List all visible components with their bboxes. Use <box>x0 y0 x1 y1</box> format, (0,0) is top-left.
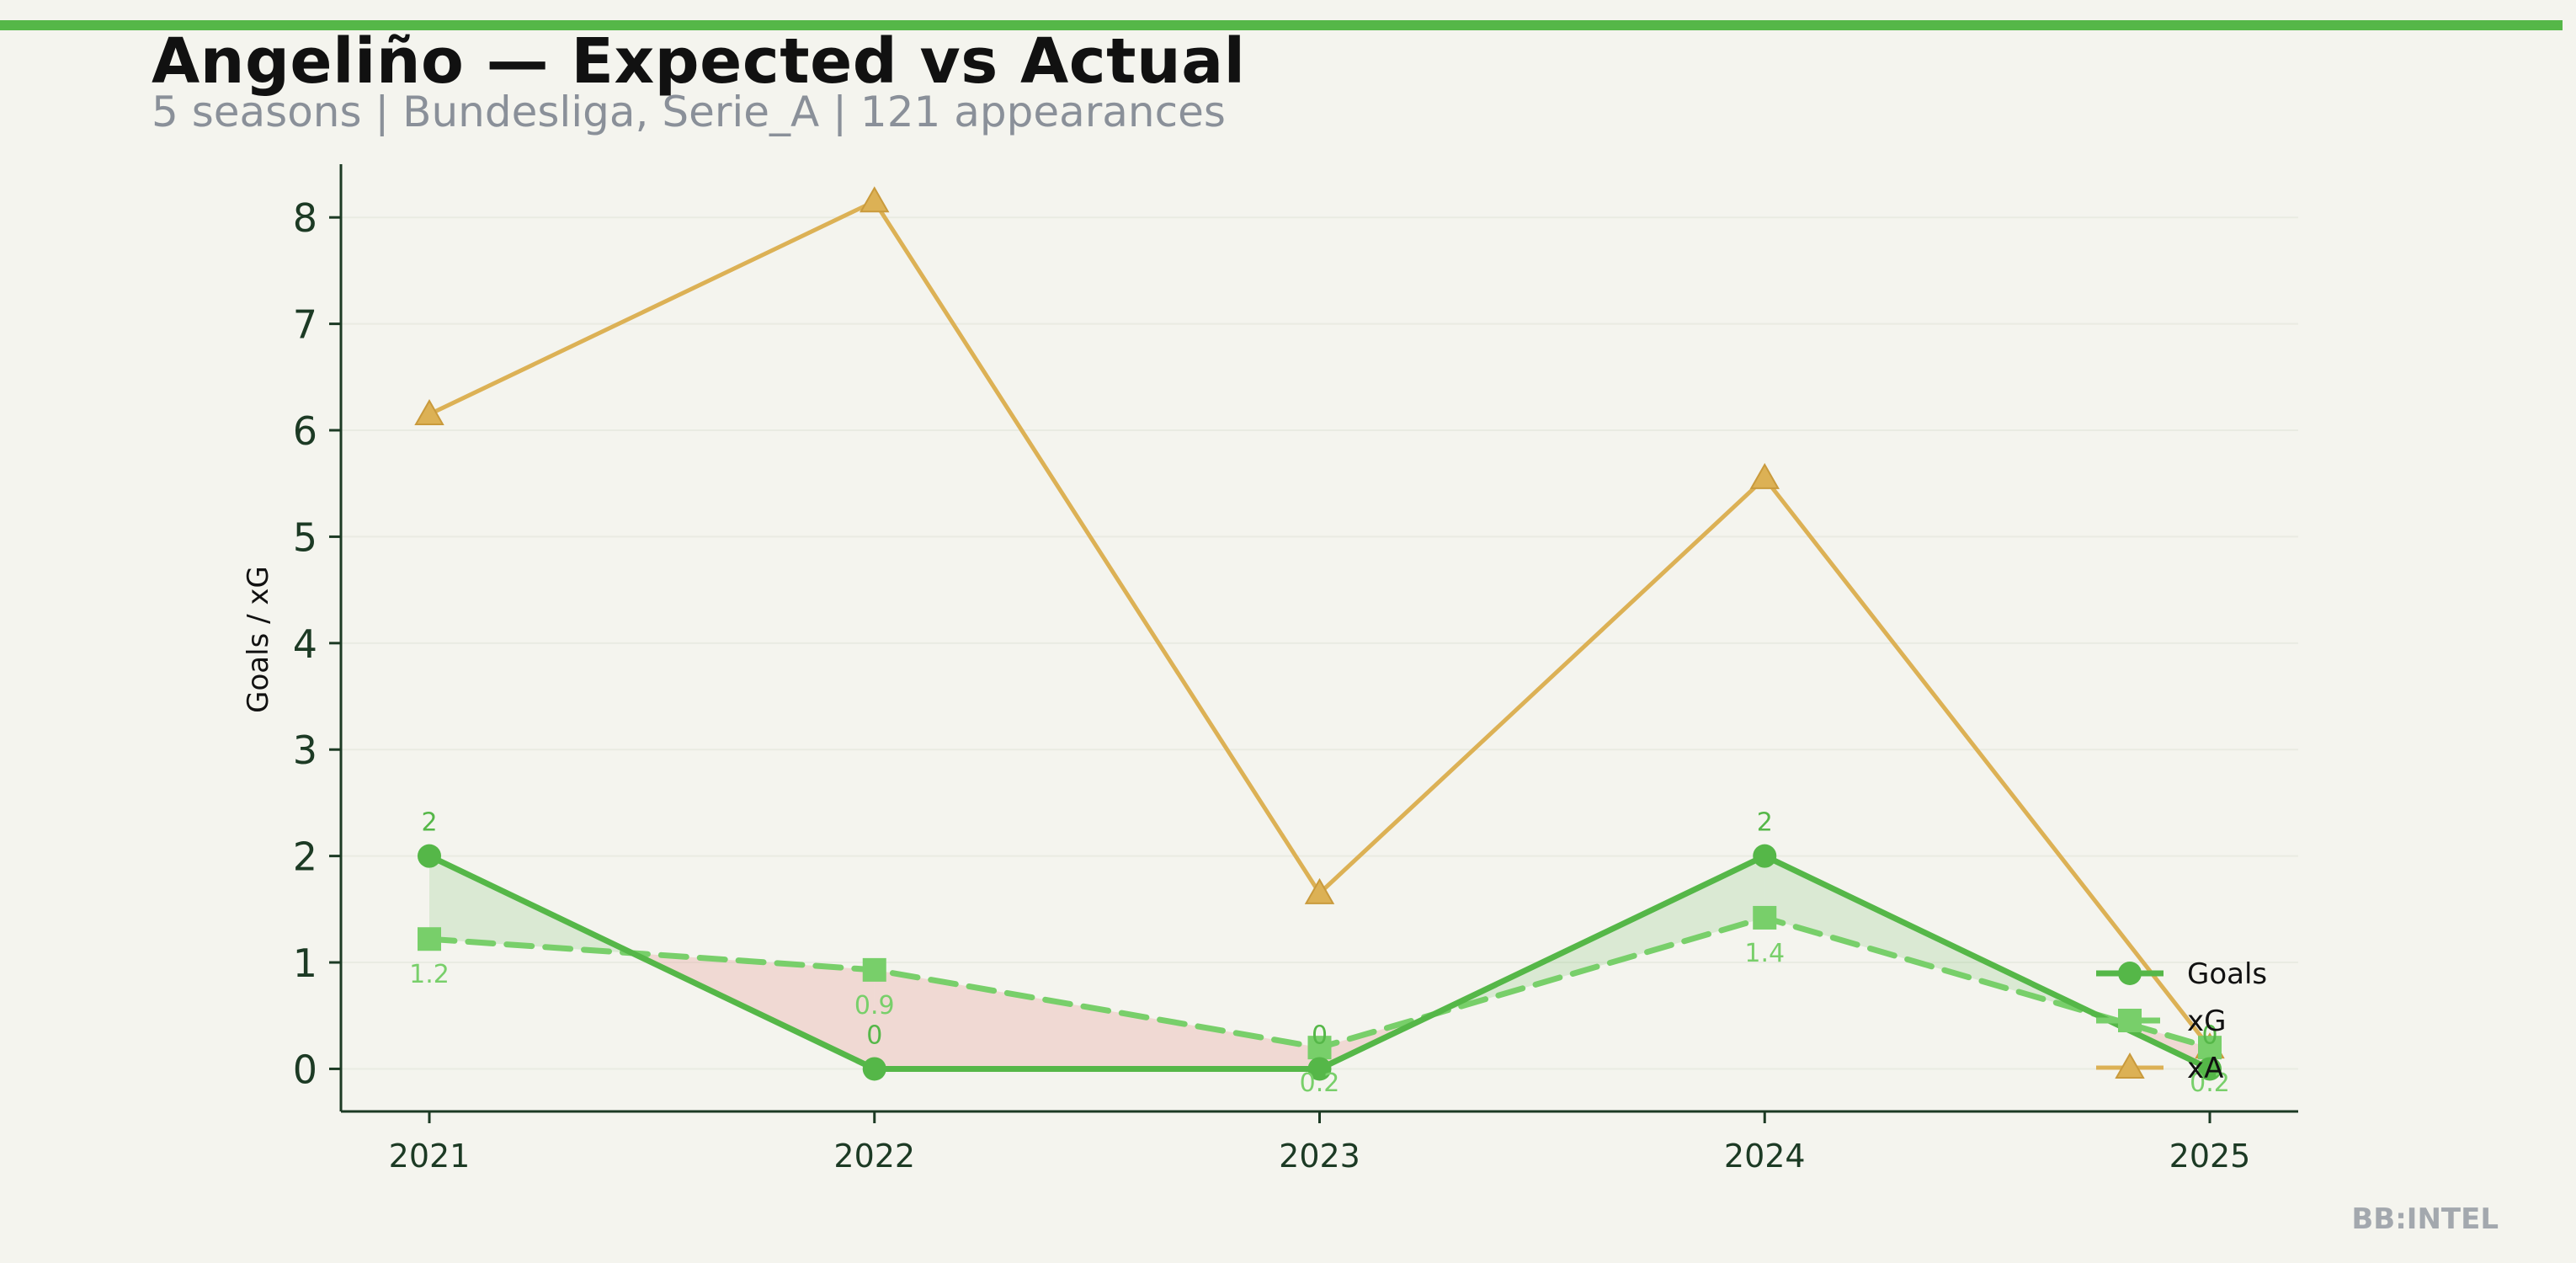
series-goals <box>418 844 2222 1081</box>
chart-subtitle: 5 seasons | Bundesliga, Serie_A | 121 ap… <box>152 88 1226 136</box>
accent-bar <box>0 20 2563 30</box>
goals-point <box>2198 1057 2222 1081</box>
legend-label: xG <box>2187 1005 2226 1038</box>
xg-point <box>1307 1036 1332 1060</box>
y-tick-label: 8 <box>293 195 317 241</box>
goals-point <box>1307 1057 1332 1081</box>
y-axis-label: Goals / xG <box>242 566 275 713</box>
x-tick-label: 2022 <box>833 1138 915 1175</box>
goals-value-label: 0 <box>866 1021 882 1050</box>
legend-swatch-marker <box>2115 1052 2145 1079</box>
chart-title: Angeliño — Expected vs Actual <box>152 25 1246 98</box>
legend-label: xA <box>2187 1052 2223 1085</box>
gridlines <box>341 216 2298 1070</box>
xa-point <box>1749 462 1780 489</box>
xa-line <box>427 199 2212 1050</box>
x-tick-label: 2021 <box>389 1138 471 1175</box>
goals-value-label: 2 <box>1757 808 1773 838</box>
goals-value-label: 0 <box>2201 1021 2217 1050</box>
xg-value-label: 1.4 <box>1744 939 1785 968</box>
x-tick-label: 2025 <box>2169 1138 2251 1175</box>
y-tick-label: 3 <box>293 727 317 773</box>
legend-item-xg: xG <box>2096 1005 2226 1038</box>
y-tick-label: 0 <box>293 1047 317 1092</box>
xg-value-label: 1.2 <box>409 960 450 989</box>
y-tick-label: 1 <box>293 941 317 986</box>
legend-item-goals: Goals <box>2096 957 2267 991</box>
x-tick-label: 2023 <box>1279 1138 1360 1175</box>
xg-point <box>2198 1036 2222 1060</box>
xa-point <box>860 186 890 213</box>
data-labels: 2 0 0 2 0 1.2 0.9 0.2 1.4 0.2 <box>409 808 2230 1099</box>
legend-swatch-marker <box>2118 1009 2142 1032</box>
overperform-area <box>429 855 633 953</box>
goals-value-label: 0 <box>1312 1021 1328 1050</box>
xg-point <box>1753 905 1777 930</box>
y-tick-label: 6 <box>293 408 317 454</box>
series-xg <box>418 905 2222 1060</box>
legend-item-xa: xA <box>2096 1052 2223 1085</box>
y-tick-label: 4 <box>293 621 317 667</box>
xa-point <box>1304 877 1335 904</box>
y-tick-label: 5 <box>293 514 317 560</box>
legend-swatch-marker <box>2118 962 2142 985</box>
xg-point <box>418 927 441 951</box>
series-xa <box>414 186 2225 1059</box>
legend-label: Goals <box>2187 957 2267 991</box>
xg-value-label: 0.9 <box>854 991 895 1021</box>
y-tick-label: 2 <box>293 834 317 880</box>
legend: Goals xG xA <box>2096 957 2267 1085</box>
goals-point <box>418 844 441 868</box>
xg-value-label: 0.2 <box>1300 1068 1340 1098</box>
y-tick-label: 7 <box>293 302 317 348</box>
goals-point <box>1753 844 1777 868</box>
goals-value-label: 2 <box>421 808 437 838</box>
x-tick-label: 2024 <box>1724 1138 1806 1175</box>
xg-value-label: 0.2 <box>2190 1068 2230 1098</box>
brand-watermark: BB:INTEL <box>2351 1202 2499 1236</box>
xa-point <box>414 399 444 426</box>
xg-point <box>862 957 886 982</box>
goals-point <box>862 1057 886 1081</box>
underperform-area <box>874 969 1320 1069</box>
